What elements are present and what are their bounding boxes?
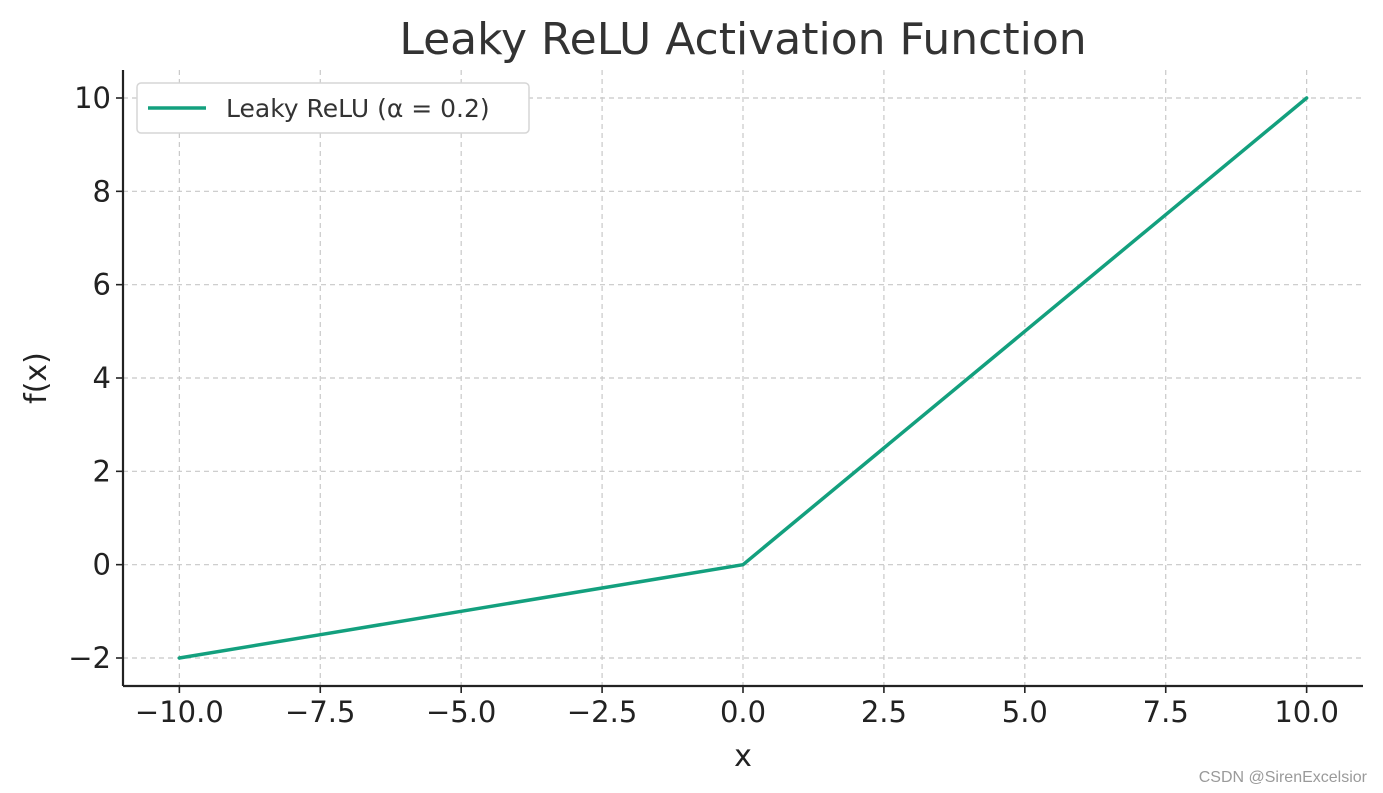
- y-tick-label: 2: [93, 454, 111, 488]
- y-tick-label: 10: [74, 81, 111, 115]
- y-tick-label: −2: [68, 641, 111, 675]
- x-tick-labels: −10.0 −7.5 −5.0 −2.5 0.0 2.5 5.0 7.5 10.0: [135, 695, 1339, 729]
- y-tick-labels: −2 0 2 4 6 8 10: [68, 81, 111, 675]
- y-axis-label: f(x): [19, 352, 54, 404]
- x-tick-label: −5.0: [426, 695, 496, 729]
- x-tick-label: 2.5: [861, 695, 907, 729]
- x-axis-label: x: [734, 739, 752, 774]
- chart-title: Leaky ReLU Activation Function: [399, 14, 1086, 65]
- tick-marks: [116, 97, 1308, 693]
- x-tick-label: −2.5: [567, 695, 637, 729]
- y-tick-label: 4: [93, 361, 111, 395]
- y-tick-label: 8: [93, 174, 111, 208]
- x-tick-label: 0.0: [720, 695, 766, 729]
- watermark: CSDN @SirenExcelsior: [1199, 769, 1368, 786]
- series-layer: [177, 96, 1309, 660]
- x-tick-label: 10.0: [1274, 695, 1339, 729]
- legend-label: Leaky ReLU (α = 0.2): [226, 94, 490, 123]
- grid: [123, 70, 1363, 686]
- x-tick-label: 5.0: [1002, 695, 1048, 729]
- y-tick-label: 6: [93, 268, 111, 302]
- y-tick-label: 0: [93, 548, 111, 582]
- x-tick-label: −10.0: [135, 695, 224, 729]
- legend-box: [136, 82, 530, 134]
- series-line: [177, 96, 1309, 660]
- legend: Leaky ReLU (α = 0.2): [136, 82, 530, 134]
- x-tick-label: −7.5: [285, 695, 355, 729]
- x-tick-label: 7.5: [1143, 695, 1189, 729]
